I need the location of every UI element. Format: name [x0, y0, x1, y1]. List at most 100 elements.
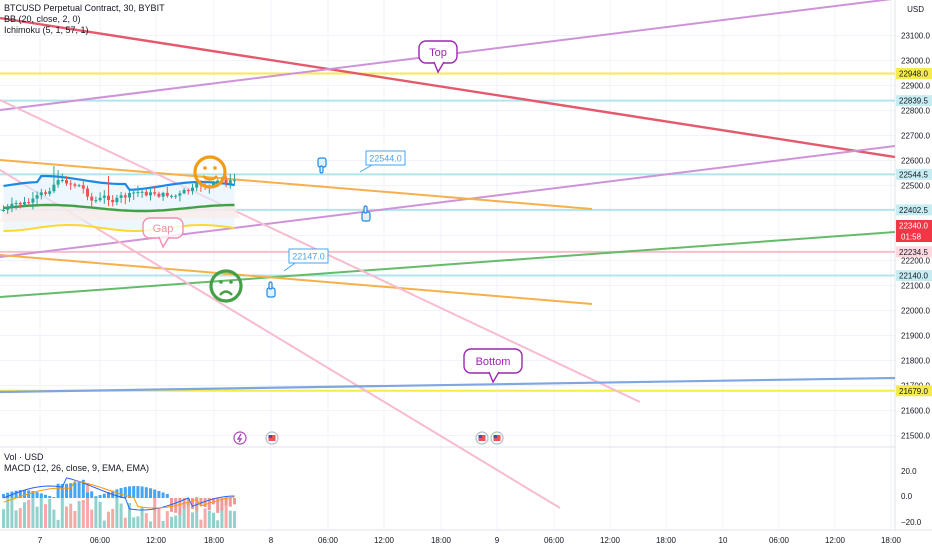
macd-histogram-bar [178, 498, 182, 515]
macd-histogram-bar [165, 493, 169, 498]
candle-body [81, 185, 85, 189]
orange-trendline-upper [0, 159, 593, 210]
volume-bar [119, 503, 123, 528]
price-tick-label: 22700.0 [901, 132, 930, 141]
volume-bar [56, 519, 60, 528]
price-label-bg [896, 68, 932, 79]
price-note-lower: 22147.0 [283, 248, 329, 272]
macd-pane-label[interactable]: MACD (12, 26, close, 9, EMA, EMA) [4, 463, 150, 473]
price-label-text: 22340.0 [899, 222, 928, 231]
bollinger-bands [3, 174, 235, 232]
candle-body [23, 202, 26, 205]
macd-histogram-bar [233, 498, 236, 505]
macd-histogram-bar [107, 492, 110, 498]
candle-body [111, 199, 115, 203]
macd-histogram-bar [123, 487, 127, 498]
price-tick-label: 22100.0 [901, 282, 930, 291]
price-note-upper-text: 22544.0 [369, 154, 402, 164]
candle-body [56, 180, 60, 185]
price-tick-label: 21900.0 [901, 332, 930, 341]
time-tick-label: 12:00 [825, 536, 846, 545]
volume-bar [23, 502, 26, 528]
macd-histogram-bar [39, 493, 43, 498]
price-label-bg [896, 220, 932, 242]
macd-histogram-bar [56, 483, 60, 498]
volume-bar [136, 516, 140, 528]
volume-bar [165, 511, 169, 528]
candle-body [191, 187, 194, 192]
volume-bar [69, 503, 73, 528]
price-tick-label: 22900.0 [901, 82, 930, 91]
macd-histogram-bar [136, 486, 140, 498]
macd-histogram-bar [128, 486, 131, 498]
candle-body [65, 180, 68, 184]
macd-histogram-bar [48, 496, 52, 498]
macd-histogram-bar [94, 496, 98, 498]
price-label-bg [896, 385, 932, 397]
top-callout-tail [433, 61, 445, 74]
volume-pane-label[interactable]: Vol · USD [4, 452, 44, 462]
thumbs-up-icon-2-thumb [268, 281, 273, 290]
candle-body [153, 192, 157, 194]
candle-body [174, 195, 178, 197]
candle-body [128, 192, 131, 198]
bb-indicator-label[interactable]: BB (20, close, 2, 0) [4, 14, 81, 24]
time-tick-label: 12:00 [146, 536, 167, 545]
volume-bar [191, 512, 194, 528]
frown-face-icon-eye-right [229, 280, 233, 284]
volume-bar [207, 510, 211, 528]
price-label: 22402.5 [896, 204, 932, 216]
macd-histogram-bar [153, 489, 157, 498]
volume-bar [220, 509, 224, 528]
candle-body [115, 197, 119, 203]
macd-histogram-bar [65, 483, 68, 498]
candle-body [6, 207, 10, 210]
ichimoku-indicator-label[interactable]: Ichimoku (5, 1, 57, 1) [4, 25, 89, 35]
price-note-lower-pointer [283, 262, 296, 272]
volume-bar [115, 494, 119, 528]
lightning-icon [233, 431, 247, 445]
time-tick-label: 8 [269, 536, 274, 545]
frown-face-icon-ring [209, 269, 243, 303]
us-flag-icon-2 [475, 431, 489, 445]
candle-body [233, 180, 236, 182]
macd-histogram-bar [60, 483, 64, 498]
price-note-upper-pointer [359, 164, 373, 173]
volume-bar [233, 511, 236, 528]
macd-histogram-bar [216, 498, 220, 513]
candle-body [149, 192, 152, 196]
price-label-bg [896, 95, 932, 107]
volume-bar [77, 500, 81, 528]
price-label: 22544.5 [896, 168, 932, 180]
macd-histogram-bar [224, 498, 228, 506]
volume-bar [182, 505, 186, 528]
price-label: 22839.5 [896, 95, 932, 107]
macd-histogram-bar [31, 491, 35, 498]
macd-histogram-bar [14, 490, 18, 498]
price-tick-label: 21600.0 [901, 407, 930, 416]
macd-histogram-bar [212, 498, 215, 505]
volume-bar [170, 516, 173, 528]
thumbs-up-icon-1 [361, 205, 371, 222]
macd-histogram-bar [6, 492, 10, 498]
candle-body [52, 184, 56, 192]
bar-countdown-text: 01:58 [901, 233, 922, 242]
candle-body [10, 203, 14, 208]
volume-bar [195, 496, 199, 528]
candle-body [178, 193, 182, 196]
frown-face-icon-eye-left [219, 280, 223, 284]
price-tick-label: 22500.0 [901, 182, 930, 191]
time-tick-label: 06:00 [318, 536, 339, 545]
volume-bar [123, 517, 127, 528]
axis-currency: USD [907, 5, 924, 14]
candle-body [195, 183, 199, 188]
candle-body [48, 191, 52, 194]
top-callout-text: Top [429, 47, 447, 59]
candle-body [69, 183, 73, 185]
lightning-icon-ring [233, 431, 247, 445]
candle-body [157, 193, 161, 197]
price-note-lower-box [288, 248, 329, 264]
candle-body [228, 180, 232, 184]
price-label: 22234.5 [896, 246, 932, 258]
